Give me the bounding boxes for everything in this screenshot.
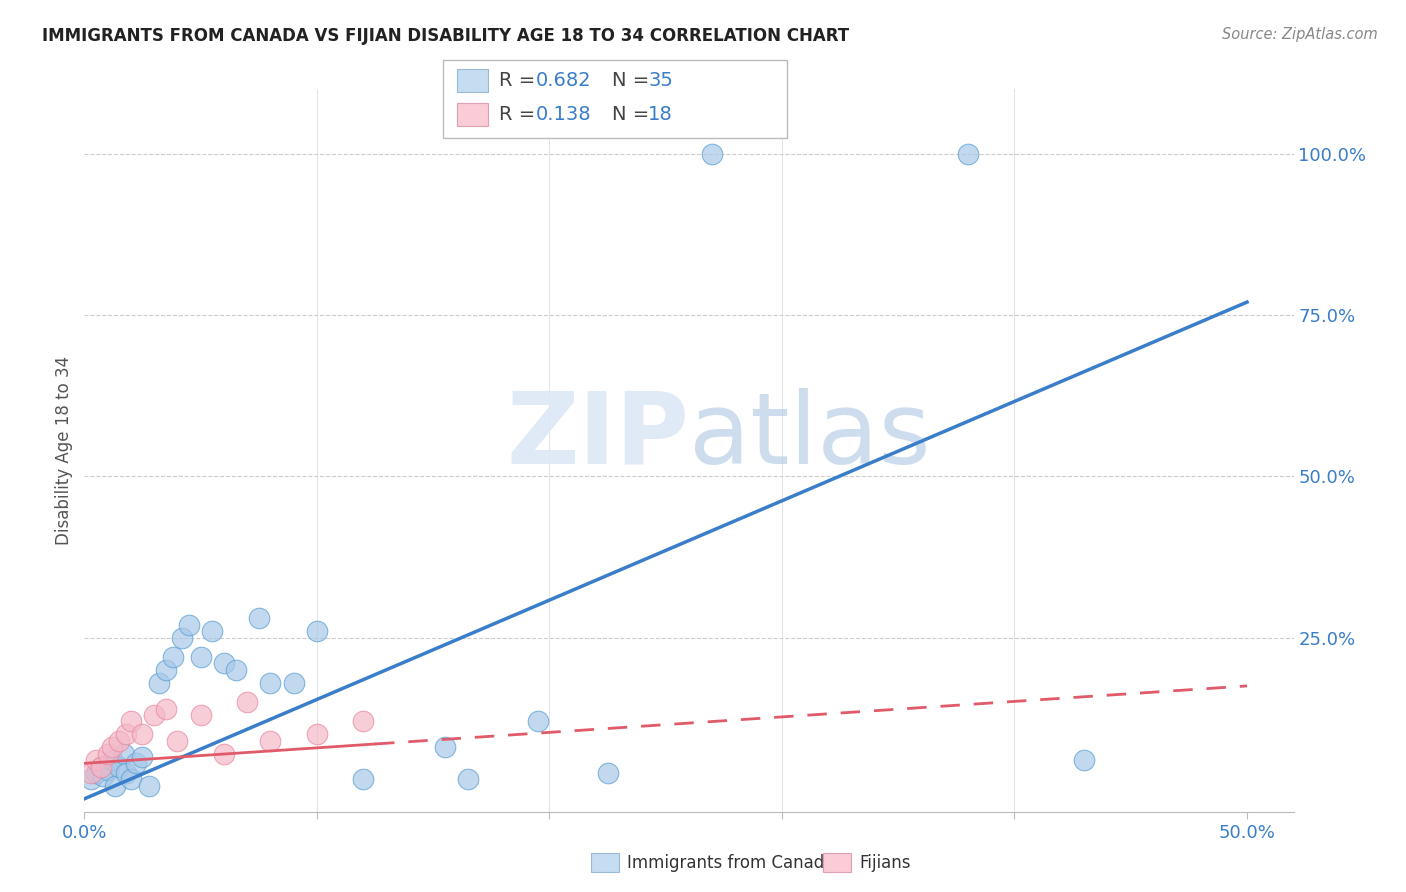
Point (190, 708, 212, 723)
Point (170, 631, 193, 645)
Point (97, 747, 120, 761)
Point (120, 714, 142, 729)
Point (80, 772, 103, 787)
Point (166, 733, 188, 747)
Point (131, 750, 153, 764)
Point (143, 708, 166, 723)
Point (91, 769, 114, 783)
Text: 35: 35 (648, 70, 673, 90)
Point (259, 733, 281, 747)
Point (1073, 753, 1095, 767)
Point (115, 766, 138, 780)
Point (104, 779, 127, 793)
Point (155, 701, 177, 715)
Point (212, 657, 235, 671)
Point (259, 675, 281, 690)
Point (90, 759, 112, 773)
Text: Fijians: Fijians (859, 854, 911, 871)
Point (115, 727, 138, 741)
Point (124, 756, 146, 771)
Text: R =: R = (499, 104, 541, 124)
Text: IMMIGRANTS FROM CANADA VS FIJIAN DISABILITY AGE 18 TO 34 CORRELATION CHART: IMMIGRANTS FROM CANADA VS FIJIAN DISABIL… (42, 27, 849, 45)
Point (101, 753, 124, 767)
Point (247, 611, 270, 625)
Point (108, 733, 131, 747)
Point (305, 727, 328, 741)
Point (212, 747, 235, 761)
Point (80, 766, 103, 780)
Point (138, 779, 160, 793)
Text: Immigrants from Canada: Immigrants from Canada (627, 854, 834, 871)
Point (283, 675, 305, 690)
Point (131, 727, 153, 741)
Text: 18: 18 (648, 104, 673, 124)
Text: N =: N = (612, 104, 655, 124)
Point (457, 772, 479, 787)
Point (190, 649, 212, 664)
Text: Source: ZipAtlas.com: Source: ZipAtlas.com (1222, 27, 1378, 42)
Text: R =: R = (499, 70, 541, 90)
Text: ZIP: ZIP (506, 387, 689, 484)
Point (84, 753, 107, 767)
Point (702, 146, 724, 161)
Point (108, 759, 131, 773)
Point (352, 772, 374, 787)
Point (101, 740, 124, 755)
Point (112, 747, 135, 761)
Point (90, 759, 112, 773)
Point (177, 617, 200, 632)
Point (236, 695, 259, 709)
Point (84, 766, 107, 780)
Point (148, 675, 170, 690)
Text: atlas: atlas (689, 387, 931, 484)
Point (97, 763, 120, 777)
Point (155, 663, 177, 677)
Text: 0.138: 0.138 (536, 104, 592, 124)
Text: 0.682: 0.682 (536, 70, 592, 90)
Point (596, 766, 619, 780)
Point (162, 649, 184, 664)
Point (352, 714, 374, 729)
Point (956, 146, 979, 161)
Point (433, 740, 456, 755)
Text: N =: N = (612, 70, 655, 90)
Point (305, 624, 328, 639)
Y-axis label: Disability Age 18 to 34: Disability Age 18 to 34 (55, 356, 73, 545)
Point (225, 663, 247, 677)
Point (527, 714, 550, 729)
Point (120, 772, 142, 787)
Point (201, 624, 224, 639)
